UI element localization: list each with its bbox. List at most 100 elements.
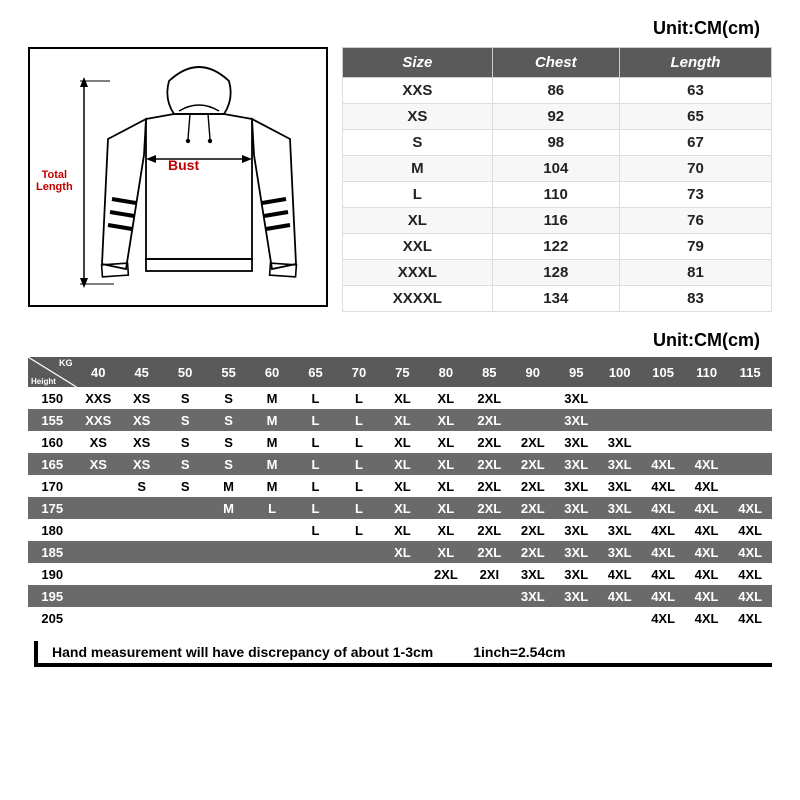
rec-cell: M xyxy=(207,497,250,519)
rec-cell xyxy=(77,519,120,541)
size-cell: L xyxy=(343,182,493,208)
size-row: XS9265 xyxy=(343,104,772,130)
rec-cell: XL xyxy=(424,409,467,431)
height-header: 195 xyxy=(28,585,77,607)
size-cell: 92 xyxy=(492,104,619,130)
rec-cell: 4XL xyxy=(685,585,728,607)
rec-cell xyxy=(294,563,337,585)
rec-cell: 4XL xyxy=(685,563,728,585)
size-row: XXL12279 xyxy=(343,234,772,260)
rec-cell xyxy=(250,585,293,607)
hoodie-svg xyxy=(74,59,324,299)
discrepancy-note: Hand measurement will have discrepancy o… xyxy=(52,644,433,660)
rec-cell: XL xyxy=(424,431,467,453)
rec-cell xyxy=(728,475,772,497)
rec-cell xyxy=(424,585,467,607)
rec-cell xyxy=(250,563,293,585)
rec-cell: 4XL xyxy=(641,541,684,563)
rec-cell: 2XL xyxy=(468,431,511,453)
rec-cell: L xyxy=(294,431,337,453)
height-header: 155 xyxy=(28,409,77,431)
rec-cell: 2XL xyxy=(511,497,554,519)
size-row: XXXL12881 xyxy=(343,260,772,286)
rec-cell: 4XL xyxy=(728,607,772,629)
measurement-diagram: TotalLength Bust xyxy=(28,47,328,307)
rec-cell: 4XL xyxy=(728,563,772,585)
weight-header: 110 xyxy=(685,357,728,387)
rec-cell: 4XL xyxy=(728,585,772,607)
rec-cell: XXS xyxy=(77,387,120,409)
size-cell: 63 xyxy=(619,78,771,104)
rec-cell: S xyxy=(163,431,206,453)
rec-cell: M xyxy=(207,475,250,497)
rec-cell xyxy=(641,431,684,453)
rec-cell: XS xyxy=(120,387,163,409)
rec-cell: 4XL xyxy=(641,519,684,541)
rec-row: 2054XL4XL4XL xyxy=(28,607,772,629)
rec-cell: M xyxy=(250,409,293,431)
rec-cell: XL xyxy=(381,497,424,519)
rec-cell: 3XL xyxy=(598,431,641,453)
rec-row: 160XSXSSSMLLXLXL2XL2XL3XL3XL xyxy=(28,431,772,453)
rec-cell: 4XL xyxy=(685,519,728,541)
size-cell: XXXXL xyxy=(343,286,493,312)
rec-cell xyxy=(77,607,120,629)
rec-cell: 4XL xyxy=(641,585,684,607)
size-cell: 86 xyxy=(492,78,619,104)
weight-header: 85 xyxy=(468,357,511,387)
rec-cell: 2XI xyxy=(468,563,511,585)
weight-header: 55 xyxy=(207,357,250,387)
rec-cell xyxy=(511,607,554,629)
rec-cell: L xyxy=(337,519,380,541)
rec-row: 1902XL2XI3XL3XL4XL4XL4XL4XL xyxy=(28,563,772,585)
rec-cell: 2XL xyxy=(468,453,511,475)
rec-cell: S xyxy=(163,409,206,431)
rec-cell: L xyxy=(294,387,337,409)
rec-cell: XL xyxy=(381,475,424,497)
rec-cell: 3XL xyxy=(555,519,598,541)
rec-cell xyxy=(77,585,120,607)
rec-cell xyxy=(163,563,206,585)
rec-cell: S xyxy=(163,475,206,497)
rec-cell: S xyxy=(207,387,250,409)
rec-cell xyxy=(294,541,337,563)
size-cell: 70 xyxy=(619,156,771,182)
rec-cell xyxy=(120,541,163,563)
rec-cell xyxy=(163,607,206,629)
size-cell: 83 xyxy=(619,286,771,312)
recommendation-table: KG Height 404550556065707580859095100105… xyxy=(28,357,772,629)
weight-header: 50 xyxy=(163,357,206,387)
rec-row: 180LLXLXL2XL2XL3XL3XL4XL4XL4XL xyxy=(28,519,772,541)
rec-cell xyxy=(598,387,641,409)
rec-cell xyxy=(685,409,728,431)
rec-cell: 3XL xyxy=(598,497,641,519)
size-cell: 79 xyxy=(619,234,771,260)
size-cell: XXXL xyxy=(343,260,493,286)
rec-cell: 4XL xyxy=(685,453,728,475)
rec-cell xyxy=(294,585,337,607)
rec-cell: 3XL xyxy=(555,453,598,475)
rec-cell: XL xyxy=(424,497,467,519)
size-row: L11073 xyxy=(343,182,772,208)
rec-cell: 4XL xyxy=(641,563,684,585)
conversion-note: 1inch=2.54cm xyxy=(473,644,565,660)
rec-cell: 2XL xyxy=(468,541,511,563)
rec-cell: 3XL xyxy=(555,585,598,607)
size-cell: 104 xyxy=(492,156,619,182)
rec-cell xyxy=(337,563,380,585)
rec-cell: XL xyxy=(381,519,424,541)
rec-cell: 2XL xyxy=(468,409,511,431)
weight-header: 95 xyxy=(555,357,598,387)
weight-header: 80 xyxy=(424,357,467,387)
rec-row: 150XXSXSSSMLLXLXL2XL3XL xyxy=(28,387,772,409)
rec-cell: XL xyxy=(424,453,467,475)
rec-cell: 3XL xyxy=(555,431,598,453)
footer: Hand measurement will have discrepancy o… xyxy=(28,641,772,667)
rec-cell xyxy=(728,431,772,453)
rec-cell xyxy=(77,541,120,563)
rec-cell xyxy=(120,607,163,629)
rec-cell: 4XL xyxy=(598,563,641,585)
size-cell: 98 xyxy=(492,130,619,156)
height-header: 175 xyxy=(28,497,77,519)
unit-label-bottom: Unit:CM(cm) xyxy=(28,330,772,351)
